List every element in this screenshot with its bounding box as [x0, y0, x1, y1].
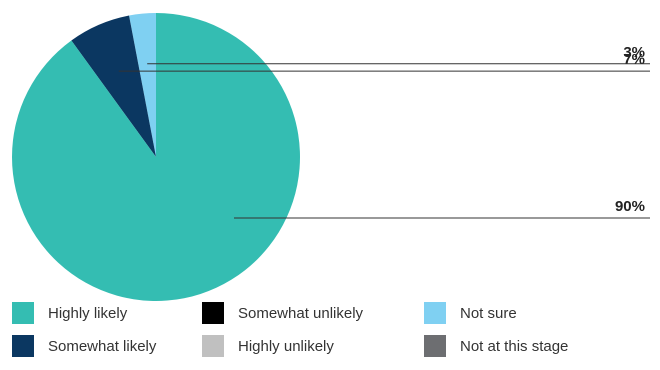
data-label-not-sure: 3% [623, 44, 645, 61]
legend-swatch [202, 335, 224, 357]
legend-item-highly-unlikely: Highly unlikely [202, 335, 334, 357]
legend-label: Not sure [460, 304, 517, 322]
data-label-highly-likely: 90% [615, 198, 645, 215]
legend-item-not-at-this-stage: Not at this stage [424, 335, 568, 357]
pie-slice-highly-likely [11, 13, 300, 301]
legend-swatch [424, 302, 446, 324]
legend-swatch [424, 335, 446, 357]
pie-slice-not-sure [129, 13, 156, 157]
legend-item-somewhat-likely: Somewhat likely [12, 335, 156, 357]
legend-label: Highly likely [48, 304, 128, 322]
pie-slice-somewhat-likely [71, 15, 156, 157]
leader-lines: 90%7%3% [118, 44, 650, 219]
legend-swatch [12, 335, 34, 357]
pie-slices [11, 13, 300, 301]
legend-label: Not at this stage [460, 337, 569, 355]
legend-swatch [202, 302, 224, 324]
legend-swatch [12, 302, 34, 324]
legend-label: Somewhat likely [48, 337, 157, 355]
legend-label: Highly unlikely [238, 337, 334, 355]
legend-item-somewhat-unlikely: Somewhat unlikely [202, 302, 363, 324]
legend-label: Somewhat unlikely [238, 304, 364, 322]
legend-item-not-sure: Not sure [424, 302, 517, 324]
legend-item-highly-likely: Highly likely [12, 302, 127, 324]
